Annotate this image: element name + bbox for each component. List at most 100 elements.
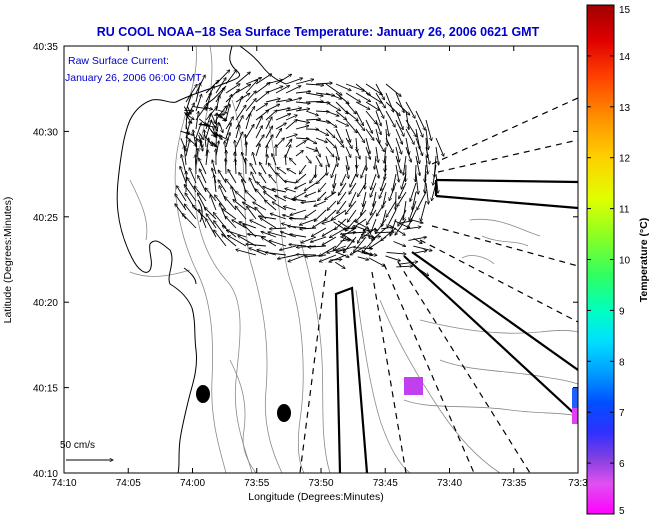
current-vector (337, 220, 349, 228)
current-vector (248, 234, 267, 238)
current-vector (395, 155, 401, 173)
current-vector (345, 110, 358, 121)
current-vector (275, 99, 292, 103)
current-vector (269, 241, 287, 247)
sst-pixel-magenta (572, 408, 578, 424)
current-vector (381, 227, 393, 230)
current-vector (415, 110, 425, 130)
current-vector (365, 110, 377, 124)
current-vector (245, 80, 258, 94)
current-vector (335, 128, 343, 143)
current-vector (386, 251, 407, 254)
current-vector (217, 134, 228, 141)
current-vector (381, 173, 387, 191)
current-vector (196, 139, 197, 157)
current-vector (318, 191, 327, 201)
current-vector (375, 110, 381, 126)
current-vector (290, 234, 307, 238)
current-vector (305, 209, 317, 218)
current-vector (299, 218, 317, 225)
current-vector (289, 158, 297, 166)
current-vector (368, 257, 385, 266)
current-vector (345, 155, 349, 170)
current-vector (186, 105, 191, 114)
current-vector (315, 128, 329, 136)
current-vector (325, 146, 334, 157)
current-vector (405, 110, 409, 130)
current-vector (355, 119, 365, 131)
current-vector (255, 74, 272, 85)
current-vector (355, 101, 370, 109)
current-vector (305, 155, 311, 163)
current-vector (355, 209, 367, 222)
current-vector (361, 164, 367, 178)
current-vector (345, 92, 361, 102)
current-vector (184, 111, 191, 123)
current-vector (296, 173, 307, 183)
current-vector (357, 256, 369, 260)
beam-solid-4 (435, 194, 578, 210)
current-vector (405, 128, 414, 144)
current-vector (400, 221, 412, 224)
current-vector (345, 128, 351, 142)
current-vector (199, 209, 207, 229)
current-vector (227, 231, 247, 238)
current-vector (375, 146, 378, 162)
current-vector (349, 182, 357, 194)
current-vector (375, 101, 384, 118)
current-vector (395, 101, 410, 115)
current-vector (421, 200, 427, 221)
current-vector (198, 132, 203, 140)
current-vector (186, 136, 197, 146)
current-vector (355, 83, 370, 95)
current-vector (374, 232, 394, 233)
current-vector (322, 218, 337, 224)
current-vector (295, 126, 309, 130)
current-vector (329, 254, 347, 262)
black-blob-2 (277, 404, 291, 422)
current-vector (269, 228, 287, 229)
current-vector (369, 218, 377, 238)
current-vector (301, 201, 317, 203)
bathymetry-contour (403, 399, 578, 417)
current-vector (413, 245, 432, 251)
x-tick-label: 74:10 (51, 478, 76, 489)
y-tick-label: 40:15 (33, 384, 58, 395)
current-vector (327, 200, 337, 210)
current-vector (235, 125, 240, 139)
current-vector (275, 86, 290, 94)
current-vector (412, 191, 417, 210)
current-vector (305, 254, 327, 257)
current-vector (335, 101, 348, 114)
current-vector (375, 119, 381, 135)
current-vector (415, 164, 416, 182)
current-vector (285, 145, 291, 157)
current-vector (399, 262, 418, 265)
x-axis: 74:10 74:05 74:00 73:55 73:50 73:45 73:40 73:35… (51, 46, 588, 489)
current-vector (225, 70, 237, 85)
bathymetry-contour (355, 289, 411, 473)
current-vector (411, 219, 423, 223)
current-vector (365, 146, 370, 159)
current-vector (315, 137, 327, 143)
current-vector (255, 126, 262, 139)
current-vector (308, 246, 327, 247)
current-vector (365, 128, 374, 140)
current-vector (225, 104, 230, 121)
current-vector (288, 226, 307, 229)
colorbar-tick-label: 5 (619, 506, 625, 517)
current-vector (250, 220, 267, 229)
current-vector (235, 159, 236, 175)
current-vector (250, 163, 257, 175)
current-vector (345, 146, 351, 158)
current-vector (295, 109, 310, 112)
current-vector (405, 146, 411, 162)
current-vector (259, 162, 267, 175)
current-vector (335, 218, 347, 230)
current-vector (415, 137, 423, 156)
current-vector (258, 216, 277, 220)
current-vector (403, 155, 407, 175)
current-vector (295, 141, 306, 148)
current-vector (215, 78, 226, 94)
x-tick-label: 73:3 (568, 478, 588, 489)
